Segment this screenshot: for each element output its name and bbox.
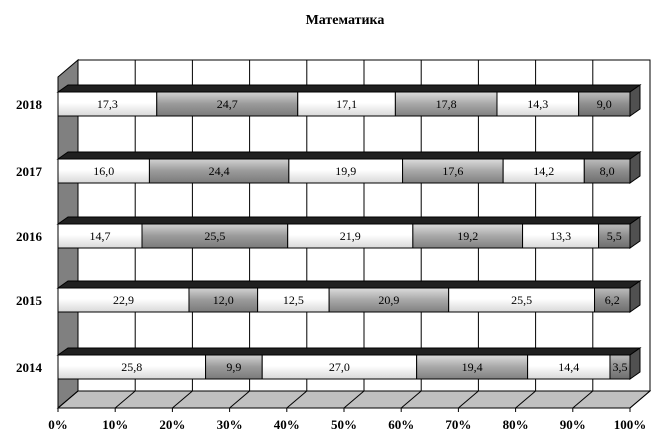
bar-top-face	[56, 216, 642, 225]
bar-segment	[402, 158, 504, 184]
x-tick-label: 60%	[388, 417, 414, 430]
bar-top-face	[56, 347, 642, 356]
data-label: 6,2	[605, 293, 620, 307]
floor-gridline	[57, 390, 79, 409]
bar-segment	[598, 223, 631, 249]
data-label: 24,4	[209, 164, 230, 178]
data-label: 19,9	[335, 164, 356, 178]
data-label: 14,4	[558, 360, 579, 374]
x-tick-label: 50%	[331, 417, 357, 430]
y-category-label: 2017	[16, 164, 43, 179]
bar-segment	[496, 91, 580, 117]
data-label: 19,4	[462, 360, 483, 374]
data-label: 13,3	[550, 229, 571, 243]
x-tick-label: 90%	[560, 417, 586, 430]
data-label: 9,9	[226, 360, 241, 374]
bar-segment	[156, 91, 299, 117]
x-tick-label: 100%	[614, 417, 647, 430]
x-tick-label: 0%	[48, 417, 68, 430]
data-label: 3,5	[612, 360, 627, 374]
bar-segment	[188, 287, 259, 313]
data-label: 12,5	[283, 293, 304, 307]
bar-segment	[57, 223, 143, 249]
bar-segment	[394, 91, 498, 117]
floor-gridline	[172, 390, 193, 409]
data-label: 20,9	[378, 293, 399, 307]
x-tick-label: 20%	[159, 417, 185, 430]
bar-segment	[141, 223, 289, 249]
y-category-label: 2014	[16, 360, 43, 375]
y-category-label: 2016	[16, 229, 43, 244]
data-label: 19,2	[457, 229, 478, 243]
chart-title: Математика	[306, 13, 385, 28]
bar-segment	[257, 287, 330, 313]
data-label: 8,0	[600, 164, 615, 178]
data-label: 17,8	[436, 97, 457, 111]
data-label: 17,6	[442, 164, 463, 178]
bar-top-face	[56, 280, 642, 289]
bar-segment	[578, 91, 631, 117]
bar-segment	[261, 354, 418, 380]
bar-segment	[297, 91, 396, 117]
data-label: 27,0	[329, 360, 350, 374]
bar-segment	[448, 287, 596, 313]
data-label: 25,5	[511, 293, 532, 307]
data-label: 14,3	[527, 97, 548, 111]
bar-segment	[583, 158, 631, 184]
bar-segment	[148, 158, 290, 184]
x-tick-label: 70%	[445, 417, 471, 430]
bar-segment	[594, 287, 631, 313]
floor-gridline	[286, 390, 308, 409]
floor-gridline	[572, 390, 594, 409]
data-label: 17,1	[336, 97, 357, 111]
data-label: 24,7	[217, 97, 238, 111]
bar-segment	[57, 354, 207, 380]
bar-segment	[205, 354, 263, 380]
x-tick-label: 30%	[217, 417, 243, 430]
bar-segment	[609, 354, 631, 380]
x-tick-label: 10%	[102, 417, 128, 430]
y-category-label: 2015	[16, 293, 43, 308]
data-label: 5,5	[607, 229, 622, 243]
data-label: 25,5	[204, 229, 225, 243]
bar-segment	[416, 354, 529, 380]
floor-gridline	[458, 390, 479, 409]
x-tick-label: 40%	[274, 417, 300, 430]
data-label: 21,9	[340, 229, 361, 243]
data-label: 14,7	[90, 229, 111, 243]
bar-segment	[288, 158, 404, 184]
data-label: 25,8	[121, 360, 142, 374]
floor-gridline	[229, 390, 250, 409]
floor-gridline	[343, 390, 365, 409]
bar-segment	[287, 223, 414, 249]
bar-top-face	[56, 84, 642, 93]
bar-top-face	[56, 151, 642, 160]
bar-segment	[412, 223, 524, 249]
data-label: 9,0	[597, 97, 612, 111]
data-label: 12,0	[213, 293, 234, 307]
data-label: 17,3	[97, 97, 118, 111]
floor-gridline	[114, 390, 136, 409]
y-category-label: 2018	[16, 97, 43, 112]
data-label: 16,0	[93, 164, 114, 178]
floor-gridline	[515, 390, 536, 409]
floor-gridline	[629, 390, 651, 409]
bar-segment	[57, 287, 190, 313]
data-label: 14,2	[533, 164, 554, 178]
bar-segment	[502, 158, 585, 184]
x-tick-label: 80%	[503, 417, 529, 430]
bar-segment	[527, 354, 611, 380]
data-label: 22,9	[113, 293, 134, 307]
bar-segment	[328, 287, 450, 313]
floor-gridline	[400, 390, 422, 409]
